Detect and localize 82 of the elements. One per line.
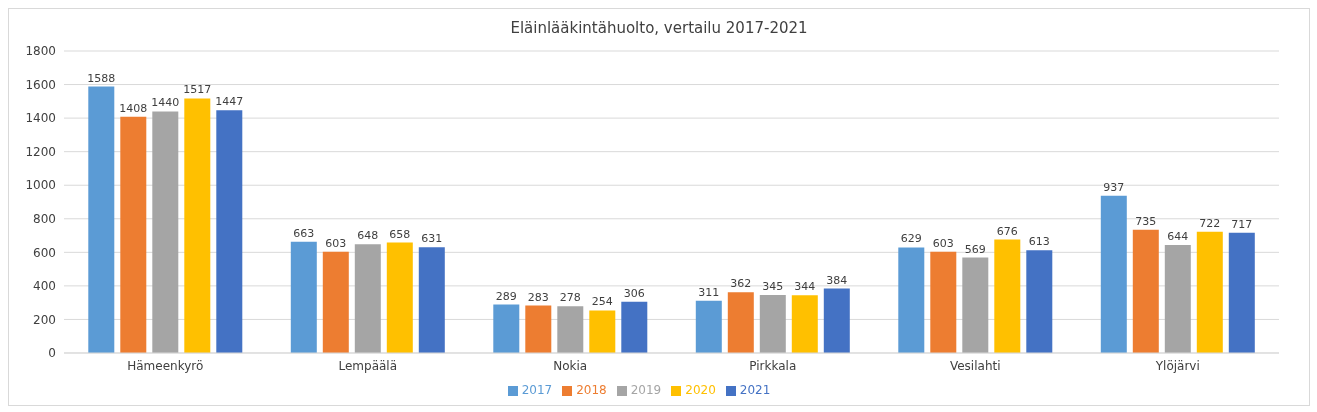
bar bbox=[418, 247, 445, 353]
bar bbox=[1026, 250, 1053, 353]
data-label: 631 bbox=[421, 232, 443, 246]
data-label: 717 bbox=[1231, 217, 1253, 231]
bar bbox=[493, 304, 520, 353]
bar bbox=[1132, 229, 1159, 353]
data-label: 569 bbox=[964, 242, 986, 256]
bar bbox=[216, 110, 243, 353]
data-label: 283 bbox=[527, 290, 549, 304]
data-label: 311 bbox=[698, 285, 720, 299]
data-label: 289 bbox=[495, 289, 517, 303]
data-label: 1517 bbox=[183, 83, 212, 97]
data-label: 345 bbox=[762, 280, 784, 294]
bar bbox=[525, 305, 552, 353]
bar bbox=[290, 241, 317, 353]
legend-label: 2020 bbox=[685, 383, 716, 397]
y-tick-label: 800 bbox=[33, 212, 56, 227]
legend-label: 2017 bbox=[521, 383, 553, 397]
bar bbox=[727, 292, 754, 353]
y-tick-label: 1400 bbox=[25, 111, 56, 126]
bar bbox=[354, 244, 381, 353]
bar bbox=[152, 111, 179, 353]
y-tick-label: 1800 bbox=[25, 44, 56, 59]
bar bbox=[386, 242, 413, 353]
x-tick-label: Ylöjärvi bbox=[1154, 358, 1200, 373]
bar bbox=[88, 86, 115, 353]
y-tick-label: 200 bbox=[33, 312, 56, 327]
x-tick-label: Pirkkala bbox=[749, 358, 797, 373]
data-label: 362 bbox=[730, 277, 752, 291]
data-label: 613 bbox=[1028, 235, 1050, 249]
legend-label: 2018 bbox=[576, 383, 607, 397]
chart-title: Eläinlääkintähuolto, vertailu 2017-2021 bbox=[509, 19, 809, 37]
bar bbox=[621, 301, 648, 353]
legend-label: 2021 bbox=[739, 383, 771, 397]
x-tick-label: Lempäälä bbox=[338, 358, 398, 373]
data-label: 603 bbox=[325, 236, 347, 250]
data-label: 278 bbox=[559, 291, 581, 305]
data-label: 648 bbox=[357, 229, 379, 243]
y-tick-label: 400 bbox=[33, 279, 56, 294]
y-tick-label: 1600 bbox=[25, 77, 56, 92]
bar bbox=[695, 300, 722, 353]
data-label: 663 bbox=[293, 226, 315, 240]
bar bbox=[557, 306, 584, 353]
data-label: 676 bbox=[996, 224, 1018, 238]
data-label: 344 bbox=[794, 280, 816, 294]
bar bbox=[1164, 244, 1191, 353]
data-label: 1447 bbox=[215, 95, 244, 109]
data-label: 254 bbox=[591, 295, 613, 309]
bar bbox=[1228, 232, 1255, 353]
x-tick-label: Hämeenkyrö bbox=[127, 358, 204, 373]
bar bbox=[898, 247, 925, 353]
bar bbox=[589, 310, 616, 353]
legend-label: 2019 bbox=[630, 383, 662, 397]
y-tick-label: 1200 bbox=[25, 144, 56, 159]
bar bbox=[1100, 195, 1127, 353]
bar bbox=[962, 257, 989, 353]
data-label: 735 bbox=[1135, 214, 1157, 228]
y-tick-label: 600 bbox=[33, 245, 56, 260]
bar bbox=[994, 239, 1021, 353]
bar bbox=[823, 288, 850, 353]
data-label: 384 bbox=[826, 273, 848, 287]
data-label: 1408 bbox=[119, 101, 148, 115]
data-label: 937 bbox=[1103, 180, 1125, 194]
bar bbox=[930, 251, 957, 353]
bar bbox=[184, 98, 211, 353]
data-label: 629 bbox=[900, 232, 922, 246]
data-label: 658 bbox=[389, 227, 411, 241]
data-label: 1588 bbox=[87, 71, 116, 85]
y-tick-label: 0 bbox=[48, 346, 56, 361]
data-label: 644 bbox=[1167, 229, 1189, 243]
y-tick-label: 1000 bbox=[25, 178, 56, 193]
data-label: 306 bbox=[623, 286, 645, 300]
bar bbox=[322, 251, 349, 353]
bar bbox=[120, 116, 147, 353]
data-label: 722 bbox=[1199, 216, 1221, 230]
bar bbox=[759, 295, 786, 353]
x-tick-label: Nokia bbox=[553, 358, 588, 373]
x-tick-label: Vesilahti bbox=[949, 358, 1001, 373]
bar bbox=[1196, 231, 1223, 353]
data-label: 1440 bbox=[151, 96, 180, 110]
bar bbox=[791, 295, 818, 353]
data-label: 603 bbox=[932, 236, 954, 250]
